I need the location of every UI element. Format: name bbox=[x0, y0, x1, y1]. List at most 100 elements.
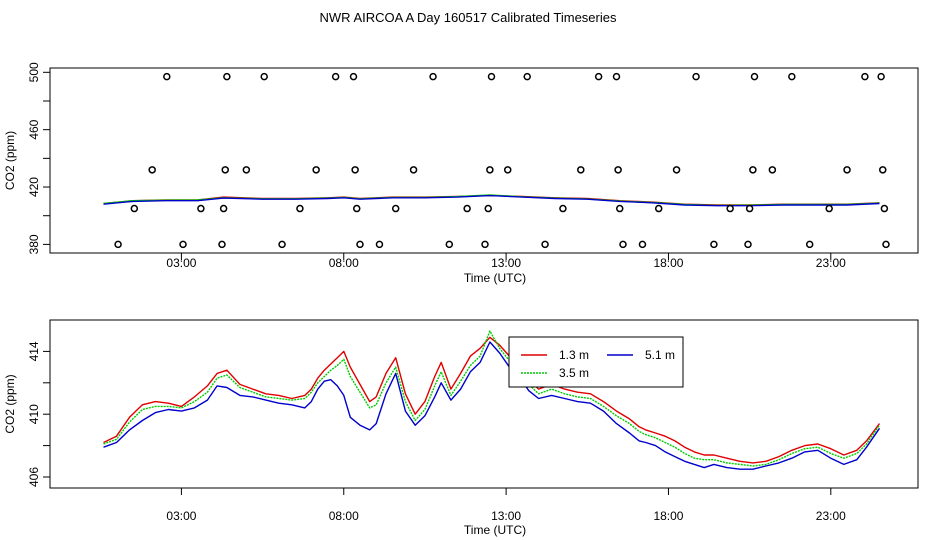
x-tick-label: 13:00 bbox=[491, 256, 521, 270]
x-tick-label: 08:00 bbox=[329, 509, 359, 523]
outlier-point bbox=[484, 204, 492, 213]
outlier-point bbox=[503, 166, 512, 174]
outlier-point bbox=[805, 240, 814, 249]
outlier-point bbox=[409, 166, 418, 174]
plot-frame bbox=[49, 319, 919, 489]
x-tick-label: 03:00 bbox=[166, 509, 196, 523]
outlier-point bbox=[312, 166, 320, 174]
series-line-3-5-m bbox=[103, 194, 880, 207]
outlier-point bbox=[744, 240, 752, 249]
outlier-point bbox=[349, 72, 358, 81]
outlier-point bbox=[654, 204, 663, 213]
outlier-point bbox=[879, 166, 887, 174]
outlier-point bbox=[148, 166, 156, 174]
legend-label: 3.5 m bbox=[559, 366, 589, 380]
y-tick-label: 460 bbox=[27, 119, 41, 139]
panel-bottom: 03:00 08:00 13:00 18:00 23:00 406 410 414 Time (… bbox=[3, 319, 919, 537]
y-tick-label: 406 bbox=[27, 467, 41, 487]
outlier-point bbox=[672, 166, 681, 174]
outlier-point bbox=[788, 72, 796, 81]
outlier-point bbox=[375, 240, 384, 249]
legend-label: 1.3 m bbox=[559, 348, 589, 362]
outlier-point bbox=[877, 72, 885, 81]
outlier-point bbox=[619, 240, 627, 249]
series-line-1-3-m bbox=[103, 194, 880, 206]
x-tick-label: 23:00 bbox=[816, 256, 846, 270]
y-tick-label: 414 bbox=[27, 341, 41, 361]
outlier-point bbox=[223, 72, 231, 81]
outlier-point bbox=[825, 204, 833, 213]
x-tick-label: 23:00 bbox=[816, 509, 846, 523]
outlier-point bbox=[429, 72, 437, 81]
outlier-point bbox=[577, 166, 585, 174]
plot-frame bbox=[49, 67, 919, 254]
outlier-point bbox=[768, 166, 777, 174]
plot-area bbox=[103, 330, 881, 470]
outlier-point bbox=[523, 72, 531, 81]
x-tick-label: 08:00 bbox=[329, 256, 359, 270]
outlier-point bbox=[487, 72, 496, 81]
x-axis-label: Time (UTC) bbox=[464, 271, 526, 285]
outlier-point bbox=[221, 166, 229, 174]
outlier-point bbox=[861, 72, 869, 81]
outlier-point bbox=[745, 204, 754, 213]
outlier-point bbox=[559, 204, 567, 213]
y-tick-label: 380 bbox=[27, 234, 41, 254]
outlier-point bbox=[260, 72, 268, 81]
plot-area bbox=[103, 72, 890, 249]
outlier-point bbox=[391, 204, 400, 213]
outlier-point bbox=[445, 240, 454, 249]
y-axis-label: CO2 (ppm) bbox=[3, 131, 17, 190]
legend: 1.3 m 5.1 m 3.5 m bbox=[508, 336, 684, 388]
y-tick-label: 410 bbox=[27, 404, 41, 424]
outlier-point bbox=[278, 240, 286, 249]
outlier-point bbox=[356, 240, 364, 249]
outlier-point bbox=[882, 240, 890, 249]
outlier-point bbox=[486, 166, 494, 174]
legend-label: 5.1 m bbox=[645, 348, 675, 362]
outlier-point bbox=[843, 166, 851, 174]
chart-title: NWR AIRCOA A Day 160517 Calibrated Times… bbox=[320, 10, 617, 25]
outlier-point bbox=[710, 240, 718, 249]
outlier-point bbox=[612, 72, 621, 81]
outlier-point bbox=[351, 166, 359, 174]
outlier-point bbox=[726, 204, 734, 213]
outlier-point bbox=[179, 240, 187, 249]
outlier-point bbox=[880, 204, 889, 213]
outlier-point bbox=[197, 204, 205, 213]
outlier-point bbox=[749, 166, 757, 174]
y-tick-label: 420 bbox=[27, 177, 41, 197]
outlier-point bbox=[296, 204, 304, 213]
x-tick-label: 03:00 bbox=[166, 256, 196, 270]
outlier-point bbox=[638, 240, 647, 249]
outlier-point bbox=[114, 240, 122, 249]
outlier-point bbox=[219, 204, 228, 213]
outlier-point bbox=[218, 240, 226, 249]
outlier-point bbox=[130, 204, 139, 213]
y-axis-label: CO2 (ppm) bbox=[3, 374, 17, 433]
x-axis-label: Time (UTC) bbox=[464, 523, 526, 537]
series-line-5-1-m bbox=[103, 194, 880, 207]
outlier-point bbox=[352, 204, 361, 213]
x-tick-label: 18:00 bbox=[653, 509, 683, 523]
x-tick-label: 13:00 bbox=[491, 509, 521, 523]
x-tick-label: 18:00 bbox=[653, 256, 683, 270]
outlier-point bbox=[614, 166, 622, 174]
outlier-point bbox=[331, 72, 340, 81]
legend-box bbox=[508, 336, 684, 388]
outlier-point bbox=[481, 240, 489, 249]
outlier-point bbox=[463, 204, 471, 213]
series-line-1-3-m bbox=[103, 336, 881, 464]
outlier-point bbox=[615, 204, 624, 213]
outlier-point bbox=[242, 166, 251, 174]
outlier-point bbox=[163, 72, 171, 81]
series-line-3-5-m bbox=[103, 330, 881, 467]
outlier-point bbox=[594, 72, 603, 81]
y-tick-label: 500 bbox=[27, 62, 41, 82]
outlier-point bbox=[750, 72, 759, 81]
outlier-point bbox=[541, 240, 549, 249]
panel-top: 03:00 08:00 13:00 18:00 23:00 380 420 460 500 Tim… bbox=[3, 62, 919, 285]
outlier-point bbox=[692, 72, 700, 81]
series-line-5-1-m bbox=[103, 341, 881, 470]
